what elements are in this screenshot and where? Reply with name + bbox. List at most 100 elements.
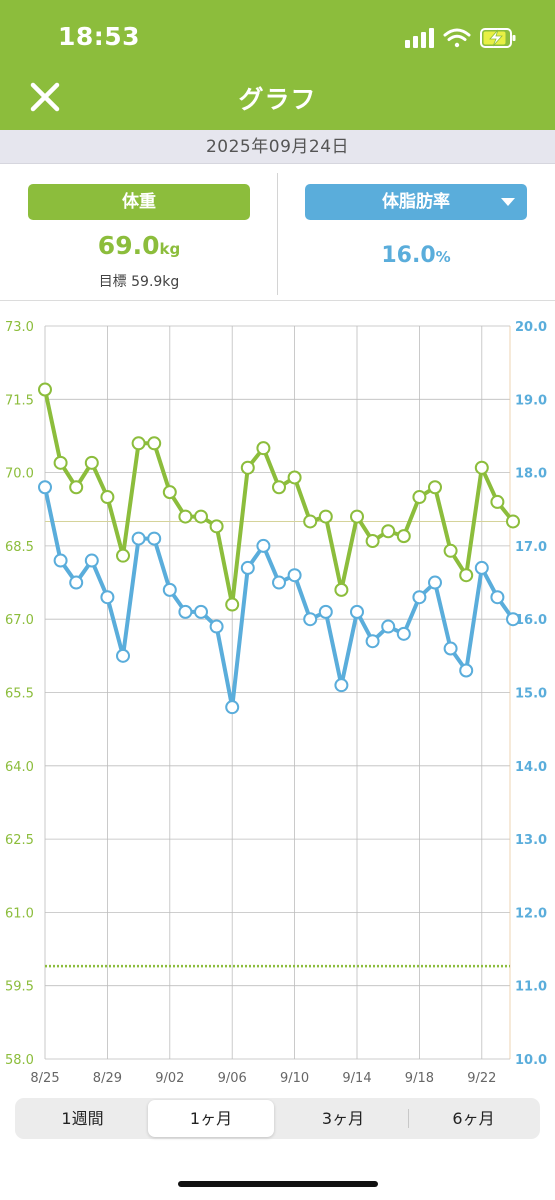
- metric-panels: 体重 69.0kg 目標 59.9kg 体脂肪率 16.0%: [0, 165, 555, 301]
- weight-series-line: [43, 389, 515, 607]
- body-fat-data-point: [209, 619, 224, 634]
- weight-data-point: [396, 529, 411, 544]
- weight-data-point: [69, 480, 84, 495]
- left-axis-tick-label: 64.0: [5, 760, 34, 775]
- body-fat-data-point: [490, 590, 505, 605]
- weight-data-point: [131, 436, 146, 451]
- weight-data-point: [100, 490, 115, 505]
- weight-data-point: [412, 490, 427, 505]
- weight-goal: 目標 59.9kg: [98, 274, 180, 290]
- body-fat-dropdown-label: 体脂肪率: [382, 192, 450, 212]
- x-axis-tick-label: 8/25: [30, 1071, 59, 1086]
- segment-separator: [408, 1109, 409, 1128]
- x-axis-tick-label: 9/10: [280, 1071, 309, 1086]
- body-fat-data-point: [318, 604, 333, 619]
- left-axis-tick-label: 67.0: [5, 613, 34, 628]
- right-axis-tick-label: 13.0: [515, 833, 547, 848]
- weight-data-point: [350, 509, 364, 524]
- weight-data-point: [287, 470, 302, 485]
- weight-data-point: [38, 382, 52, 397]
- body-fat-data-point: [443, 641, 458, 656]
- status-icons: [405, 28, 516, 48]
- body-fat-data-point: [256, 538, 271, 553]
- weight-data-point: [147, 436, 162, 451]
- weight-fat-chart[interactable]: 58.0 59.5 61.0 62.5 64.0 65.5 67.0 68.5 70.0 71.5…: [0, 302, 555, 1092]
- x-axis-tick-label: 8/29: [93, 1071, 122, 1086]
- current-date: 2025年09月24日: [0, 130, 555, 164]
- right-axis-tick-label: 10.0: [515, 1053, 547, 1068]
- signal-icon: [405, 28, 434, 48]
- body-fat-data-point: [131, 531, 146, 546]
- period-segmented-control: 1週間 1ヶ月 3ヶ月 6ヶ月: [15, 1098, 540, 1139]
- body-fat-data-point: [365, 634, 380, 649]
- weight-button[interactable]: 体重: [28, 184, 250, 220]
- weight-data-point: [240, 460, 255, 475]
- body-fat-data-point: [350, 604, 364, 619]
- weight-data-point: [506, 514, 520, 529]
- segment-3-months[interactable]: 3ヶ月: [321, 1109, 365, 1128]
- weight-button-label: 体重: [122, 192, 156, 212]
- segment-1-week[interactable]: 1週間: [61, 1109, 104, 1128]
- weight-data-point: [428, 480, 442, 495]
- body-fat-data-point: [287, 568, 302, 583]
- body-fat-data-point: [303, 612, 318, 627]
- right-axis-tick-label: 19.0: [515, 393, 547, 408]
- body-fat-data-point: [84, 553, 99, 568]
- body-fat-data-point: [412, 590, 427, 605]
- x-axis-tick-label: 9/18: [405, 1071, 434, 1086]
- body-fat-data-point: [38, 480, 52, 495]
- battery-charging-icon: [480, 28, 516, 48]
- body-fat-data-point: [69, 575, 84, 590]
- body-fat-data-point: [506, 612, 520, 627]
- body-fat-data-point: [147, 531, 162, 546]
- weight-data-point: [194, 509, 208, 524]
- left-axis-tick-label: 68.5: [5, 540, 34, 555]
- close-icon[interactable]: [28, 80, 62, 114]
- weight-data-point: [256, 441, 271, 456]
- weight-data-point: [490, 494, 505, 509]
- weight-data-point: [334, 582, 349, 597]
- caret-down-icon: [501, 198, 515, 206]
- body-fat-data-point: [334, 678, 349, 693]
- panel-divider: [277, 173, 278, 295]
- left-axis-tick-label: 73.0: [5, 320, 34, 335]
- weight-data-point: [303, 514, 318, 529]
- segment-6-months[interactable]: 6ヶ月: [452, 1109, 495, 1128]
- weight-data-point: [365, 534, 380, 549]
- segment-1-month[interactable]: 1ヶ月: [148, 1100, 274, 1137]
- right-axis-tick-label: 12.0: [515, 906, 547, 921]
- right-axis-tick-label: 17.0: [515, 540, 547, 555]
- left-axis-tick-label: 71.5: [5, 393, 34, 408]
- wifi-icon: [443, 28, 471, 48]
- body-fat-data-point: [272, 575, 286, 590]
- body-fat-data-point: [162, 582, 177, 597]
- body-fat-data-point: [194, 604, 208, 619]
- left-axis-tick-label: 62.5: [5, 833, 34, 848]
- body-fat-data-point: [225, 700, 240, 715]
- right-axis-tick-label: 11.0: [515, 980, 547, 995]
- body-fat-data-point: [428, 575, 442, 590]
- body-fat-dropdown[interactable]: 体脂肪率: [305, 184, 527, 220]
- x-axis-tick-label: 9/02: [155, 1071, 184, 1086]
- top-bar: 18:53 グラフ: [0, 0, 555, 130]
- left-axis-tick-label: 58.0: [5, 1053, 34, 1068]
- right-axis-tick-label: 18.0: [515, 467, 547, 482]
- weight-data-point: [443, 543, 458, 558]
- body-fat-data-point: [53, 553, 68, 568]
- body-fat-data-point: [474, 560, 489, 575]
- body-fat-data-point: [178, 604, 193, 619]
- weight-data-point: [381, 524, 396, 539]
- right-axis-tick-label: 14.0: [515, 760, 547, 775]
- weight-data-point: [53, 455, 68, 470]
- weight-data-point: [459, 568, 474, 583]
- weight-data-point: [225, 597, 240, 612]
- x-axis-tick-label: 9/22: [467, 1071, 496, 1086]
- weight-data-point: [474, 460, 489, 475]
- weight-data-point: [162, 485, 177, 500]
- body-fat-data-point: [240, 560, 255, 575]
- x-axis-tick-label: 9/14: [342, 1071, 371, 1086]
- body-fat-value: 16.0%: [305, 243, 527, 268]
- weight-data-point: [84, 455, 99, 470]
- body-fat-value-number: 16.0: [381, 243, 436, 268]
- left-axis-tick-label: 61.0: [5, 906, 34, 921]
